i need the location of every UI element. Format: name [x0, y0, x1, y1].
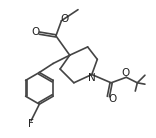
Text: O: O — [108, 94, 117, 104]
Text: O: O — [32, 27, 40, 37]
Text: N: N — [88, 73, 96, 83]
Text: F: F — [28, 119, 34, 129]
Text: O: O — [60, 14, 68, 24]
Text: O: O — [122, 68, 130, 78]
